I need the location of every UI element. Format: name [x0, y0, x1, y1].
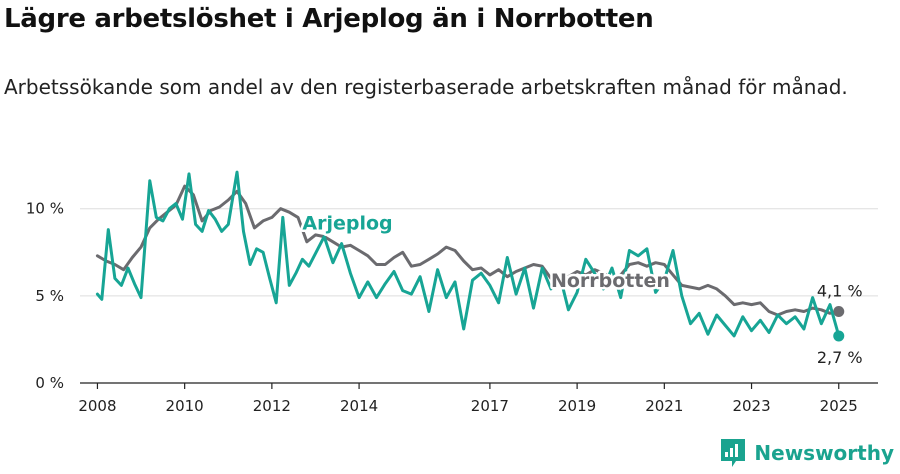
end-point-arjeplog: [833, 330, 845, 342]
series-labels: 4,1 % Norrbotten 2,7 % Arjeplog: [300, 210, 863, 367]
y-tick-label: 5 %: [35, 287, 64, 305]
brand-logo: Newsworthy: [720, 438, 894, 468]
chart-title: Lägre arbetslöshet i Arjeplog än i Norrb…: [4, 4, 654, 34]
x-tick-label: 2014: [340, 397, 378, 415]
x-tick-label: 2023: [732, 397, 770, 415]
series-line-norrbotten: [95, 184, 841, 317]
y-tick-label: 10 %: [26, 200, 64, 218]
y-tick-label: 0 %: [35, 374, 64, 392]
chart-subtitle: Arbetssökande som andel av den registerb…: [4, 75, 848, 99]
series-lines: [95, 170, 845, 342]
y-axis: 0 % 5 % 10 %: [26, 200, 64, 392]
end-point-norrbotten: [833, 306, 845, 318]
series-label-norrbotten: Norrbotten: [551, 270, 670, 292]
x-tick-label: 2025: [820, 397, 858, 415]
x-tick-label: 2019: [558, 397, 596, 415]
newsworthy-logo-icon: [721, 439, 746, 467]
x-tick-label: 2012: [253, 397, 291, 415]
x-tick-label: 2021: [645, 397, 683, 415]
x-axis: 2008 2010 2012 2014 2017 2019 2021 2023 2025: [78, 382, 878, 415]
end-value-label-norrbotten: 4,1 %: [817, 282, 863, 301]
end-value-label-arjeplog: 2,7 %: [817, 348, 863, 367]
series-line-arjeplog: [95, 170, 841, 338]
gridlines: [80, 208, 878, 297]
brand-name: Newsworthy: [754, 441, 894, 465]
x-tick-label: 2010: [166, 397, 204, 415]
x-tick-label: 2008: [78, 397, 116, 415]
x-tick-label: 2017: [471, 397, 509, 415]
series-label-arjeplog: Arjeplog: [302, 213, 392, 235]
